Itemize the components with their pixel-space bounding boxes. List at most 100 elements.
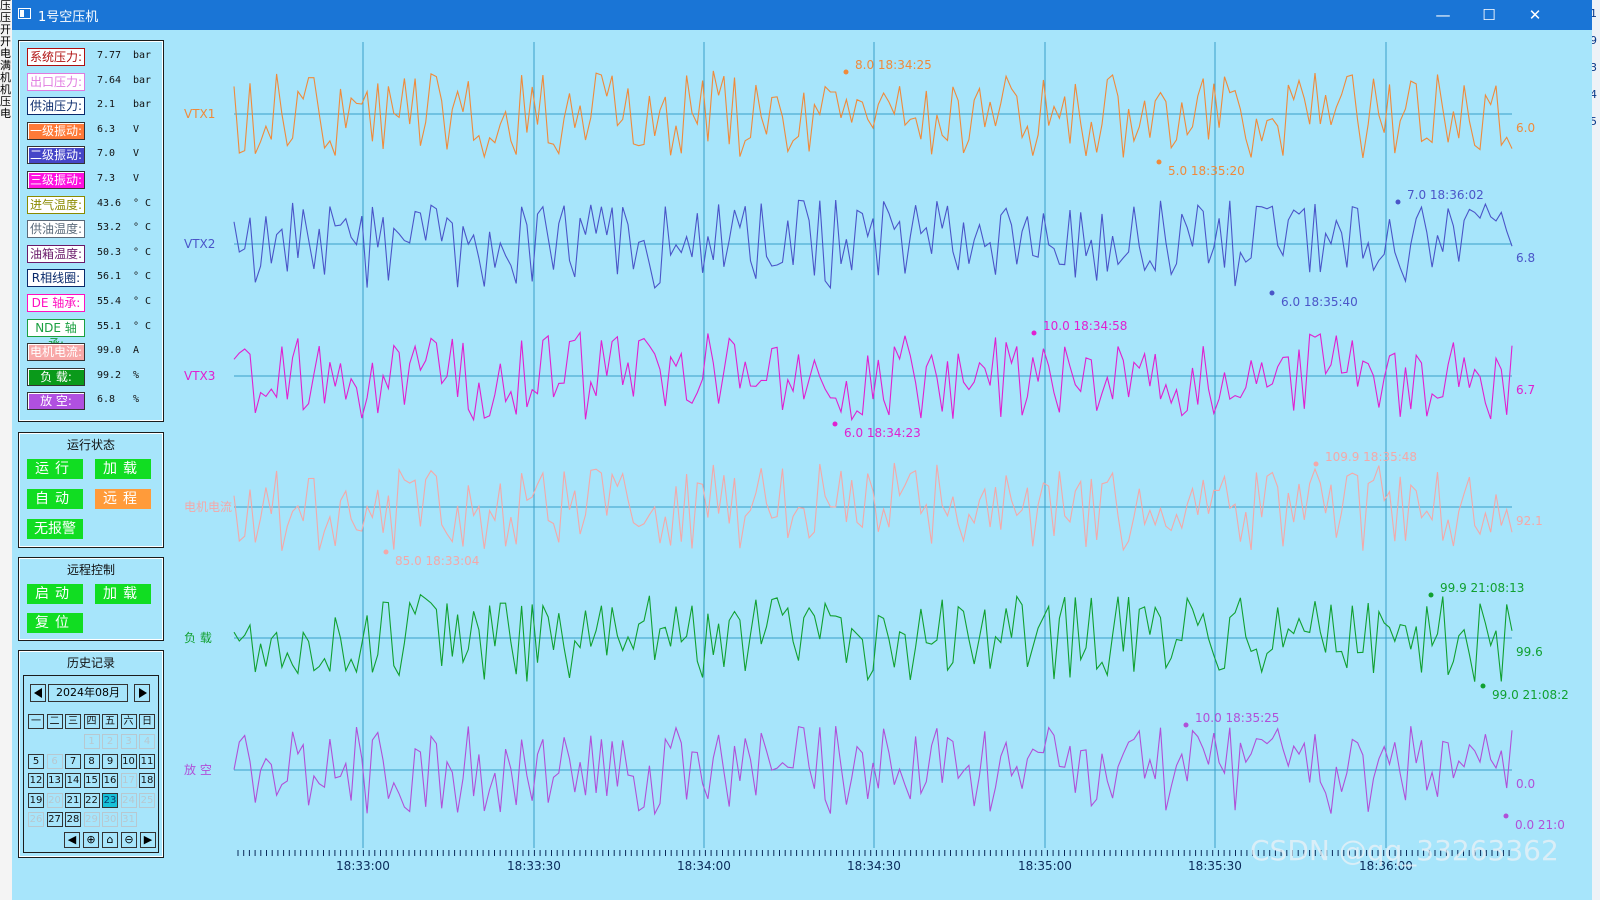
calendar-day[interactable]: 14: [65, 773, 81, 788]
calendar-day[interactable]: 27: [46, 812, 63, 827]
calendar-day[interactable]: 2: [102, 734, 118, 749]
value-label: 供油压力:: [27, 97, 85, 116]
value-unit: bar: [133, 50, 152, 61]
value-unit: ° C: [133, 320, 152, 332]
x-tick-label: 18:33:30: [507, 859, 561, 873]
weekday-header: 五: [102, 714, 118, 729]
max-label: 10.0 18:35:25: [1195, 711, 1279, 725]
calendar-day[interactable]: 7: [65, 753, 81, 769]
app-window: 1号空压机 — ☐ ✕ 系统压力: 7.77 bar 出口压力: 7.64 bar 供油压力…: [12, 0, 1592, 900]
reset-button[interactable]: 复位: [27, 613, 83, 633]
calendar-day[interactable]: 1: [83, 734, 100, 749]
calendar-day[interactable]: 28: [65, 812, 81, 827]
value-label: 供油温度:: [27, 220, 85, 239]
calendar-day[interactable]: 3: [120, 734, 137, 749]
calendar-day[interactable]: 6: [46, 753, 63, 769]
calendar-day[interactable]: 25: [139, 792, 155, 808]
min-marker: [1480, 683, 1486, 689]
desktop-text: 电: [0, 47, 11, 60]
weekday-header: 三: [65, 714, 81, 729]
value-unit: ° C: [133, 271, 152, 283]
calendar-day[interactable]: 13: [46, 773, 63, 788]
zoom-in-icon[interactable]: ⊕: [83, 832, 99, 848]
calendar-day[interactable]: 11: [139, 753, 155, 769]
calendar-day[interactable]: 18: [139, 773, 155, 788]
value-label: 出口压力:: [27, 72, 85, 91]
desktop-text: 压: [0, 95, 11, 108]
calendar-day[interactable]: 22: [83, 792, 100, 808]
calendar-day[interactable]: 8: [83, 753, 100, 769]
series-line: [233, 593, 1513, 682]
status-panel: 运行状态 运行 加载 自动 远程 无报警: [18, 432, 164, 548]
value-unit: ° C: [133, 296, 152, 307]
minimize-button[interactable]: —: [1435, 6, 1451, 24]
max-marker: [1031, 330, 1037, 336]
calendar-day[interactable]: 10: [120, 753, 137, 769]
calendar-day[interactable]: 30: [102, 812, 118, 827]
desktop-left-strip: 压压开开电满机机压电: [0, 0, 12, 900]
status-indicator: 运行: [27, 459, 83, 479]
value-unit: bar: [133, 99, 152, 111]
client-area: 系统压力: 7.77 bar 出口压力: 7.64 bar 供油压力: 2.1 bar 一级振动:…: [12, 30, 1592, 900]
next-month-button[interactable]: [134, 684, 150, 702]
calendar-day[interactable]: 23: [102, 792, 118, 808]
max-label: 10.0 18:34:58: [1043, 319, 1127, 333]
remote-title: 远程控制: [66, 563, 115, 577]
trend-chart[interactable]: 18:33:00 18:33:30 18:34:00 18:34:30 18:35:00…: [12, 30, 1592, 900]
series-current-value: 6.7: [1516, 383, 1535, 397]
start-button[interactable]: 启动: [27, 584, 83, 604]
series-label: 负 载: [184, 631, 212, 645]
calendar-day[interactable]: 21: [65, 792, 81, 808]
series-current-value: 6.8: [1516, 251, 1535, 265]
min-label: 6.0 18:34:23: [844, 426, 921, 440]
series-line: [233, 725, 1513, 816]
calendar-day[interactable]: 29: [83, 812, 100, 827]
x-tick-label: 18:35:00: [1018, 859, 1072, 873]
calendar-day[interactable]: 20: [46, 792, 63, 808]
load-button[interactable]: 加载: [95, 584, 151, 604]
weekday-header: 六: [120, 714, 137, 729]
series-label: VTX3: [184, 369, 215, 383]
calendar-day[interactable]: 15: [83, 773, 100, 788]
prev-icon[interactable]: ◀: [64, 832, 80, 848]
calendar-day[interactable]: 5: [28, 753, 44, 769]
calendar-day[interactable]: 9: [102, 753, 118, 769]
value-label: 一级振动:: [27, 121, 85, 140]
calendar-day[interactable]: 24: [120, 792, 137, 808]
value-label: 三级振动:: [27, 171, 85, 189]
value-label: 二级振动:: [27, 146, 85, 165]
max-marker: [1183, 722, 1189, 728]
x-tick-label: 18:34:30: [847, 859, 901, 873]
calendar-day[interactable]: 31: [120, 812, 137, 827]
calendar-day[interactable]: 17: [120, 773, 137, 788]
value-row: DE 轴承: 55.4 ° C: [27, 294, 157, 312]
next-icon[interactable]: ▶: [140, 832, 156, 848]
value-row: 油箱温度: 50.3 ° C: [27, 244, 157, 263]
series-line: [233, 199, 1513, 290]
series-label: VTX1: [184, 107, 215, 121]
calendar-day[interactable]: 16: [102, 773, 118, 788]
value-reading: 6.8: [97, 394, 116, 406]
series-label: VTX2: [184, 237, 215, 251]
maximize-button[interactable]: ☐: [1482, 6, 1496, 24]
value-row: 电机电流: 99.0 A: [27, 343, 157, 362]
calendar-month[interactable]: 2024年08月: [48, 684, 128, 702]
calendar-day[interactable]: 19: [28, 792, 44, 808]
history-panel: 历史记录 2024年08月 一二三四五六日 1 2 3 4 5 6 7 8 9 10 11 12 13 14…: [18, 650, 164, 858]
zoom-out-icon[interactable]: ⊖: [121, 832, 137, 848]
value-row: 负 载: 99.2%: [27, 367, 157, 386]
max-marker: [1395, 199, 1401, 205]
series-line: [233, 70, 1513, 160]
calendar-day[interactable]: 4: [139, 734, 155, 749]
value-unit: V: [133, 123, 140, 135]
close-button[interactable]: ✕: [1528, 6, 1542, 24]
app-icon: [18, 8, 31, 19]
prev-month-button[interactable]: [30, 684, 46, 702]
title-bar[interactable]: 1号空压机 — ☐ ✕: [12, 0, 1592, 30]
value-label: 电机电流:: [27, 343, 85, 362]
home-icon[interactable]: ⌂: [102, 832, 118, 848]
calendar-day[interactable]: 12: [28, 773, 44, 788]
value-reading: 7.0: [97, 148, 116, 160]
calendar-day[interactable]: 26: [28, 812, 44, 827]
value-row: 放 空: 6.8%: [27, 392, 157, 411]
